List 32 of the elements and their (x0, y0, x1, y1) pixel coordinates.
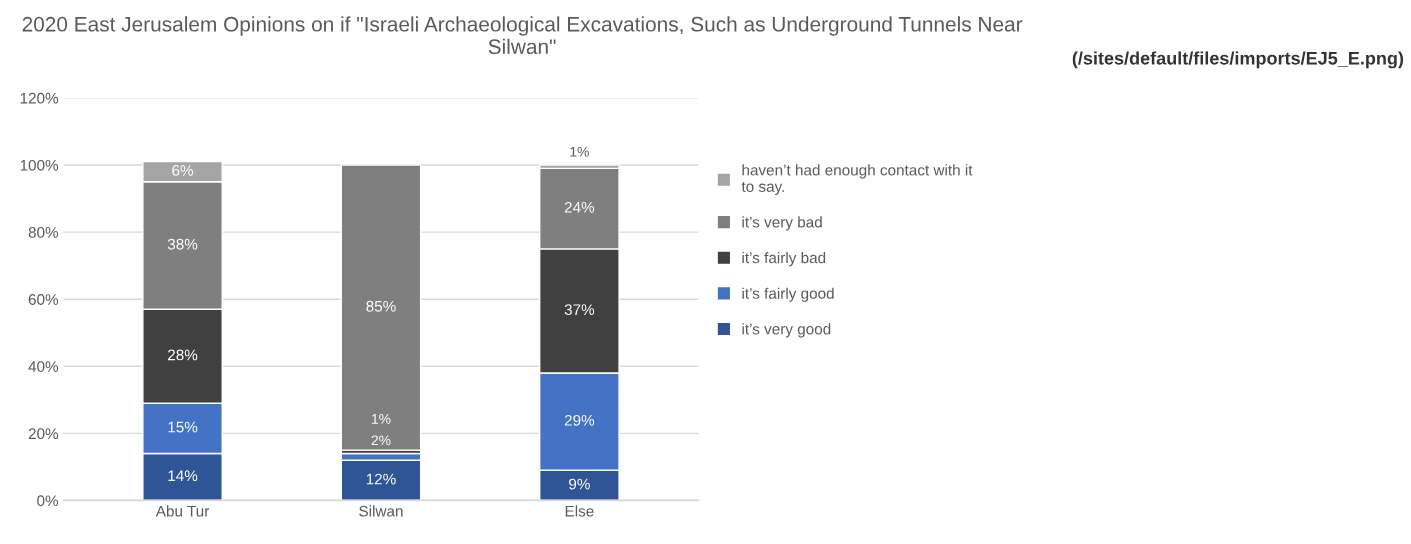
y-tick-label: 100% (20, 159, 59, 171)
data-label: 6% (172, 165, 194, 176)
data-label: 38% (167, 238, 198, 250)
y-tick-label: 20% (28, 428, 59, 440)
data-label: 9% (569, 478, 590, 490)
data-label: 2% (371, 435, 391, 446)
legend-label: it’s very good (742, 323, 831, 338)
x-tick-label: Else (565, 505, 594, 517)
legend-label: it’s fairly bad (742, 252, 826, 267)
x-tick-label: Abu Tur (155, 505, 210, 517)
y-tick-label: 60% (28, 294, 59, 305)
x-tick-label: Silwan (359, 505, 403, 517)
bar (340, 164, 422, 451)
data-label: 37% (564, 304, 595, 316)
legend-label: haven’t had enough contact with it to say. (741, 164, 973, 195)
data-label: 1% (570, 146, 589, 157)
data-label: 15% (168, 421, 198, 433)
data-label: 85% (366, 300, 396, 312)
y-tick-label: 0% (37, 495, 59, 507)
data-label: 24% (564, 201, 595, 213)
data-label: 12% (366, 473, 396, 485)
legend-label: it’s fairly good (742, 287, 834, 302)
y-tick-label: 40% (28, 361, 59, 372)
legend-label: it’s very bad (742, 216, 822, 231)
data-label: 29% (564, 414, 595, 426)
data-label: 28% (168, 349, 198, 361)
y-tick-label: 80% (28, 226, 59, 238)
data-label: 1% (371, 414, 391, 424)
data-label: 14% (168, 470, 198, 482)
chart-title: 2020 East Jerusalem Opinions on if "Israeli Archaeological Excavations, Such as Underground Tunnels Near Silwan" (22, 16, 1023, 55)
y-tick-label: 120% (20, 92, 59, 104)
text: (/sites/default/files/imports/EJ5_E.png) (1072, 51, 1404, 69)
